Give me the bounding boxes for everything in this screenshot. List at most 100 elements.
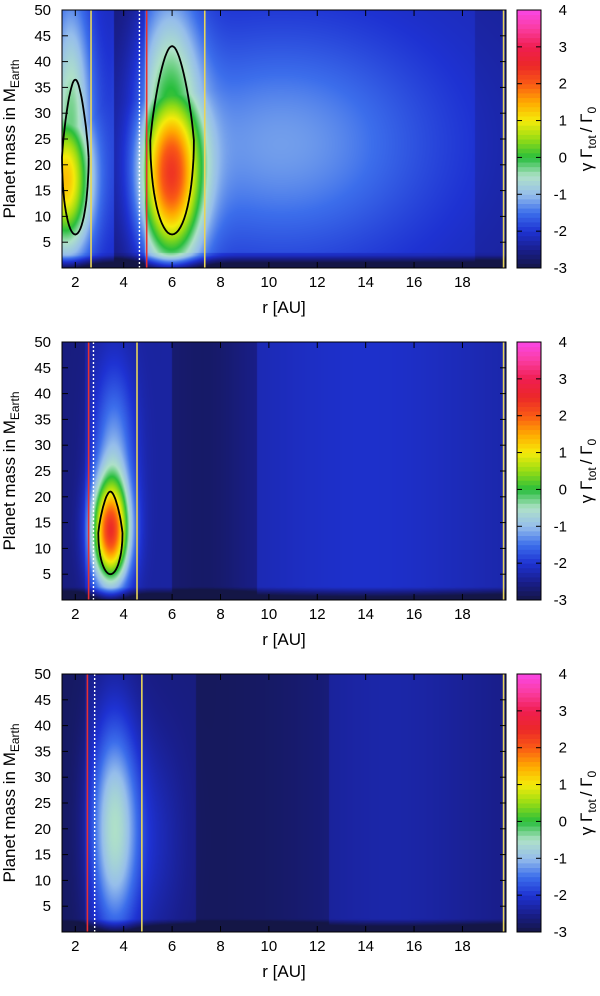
colorbar-band [517, 471, 541, 477]
colorbar-band [517, 198, 541, 204]
colorbar-label-sub2: 0 [585, 106, 599, 113]
x-tick-label: 6 [168, 938, 176, 955]
colorbar-band [517, 927, 541, 933]
colorbar-band [517, 74, 541, 80]
colorbar-band [517, 129, 541, 135]
colorbar-band [517, 466, 541, 472]
colorbar-band [517, 401, 541, 407]
colorbar-band [517, 69, 541, 75]
colorbar-band [517, 102, 541, 108]
colorbar-band [517, 162, 541, 168]
colorbar-band [517, 434, 541, 440]
colorbar-band [517, 918, 541, 924]
colorbar-band [517, 208, 541, 214]
y-tick-label: 35 [34, 79, 51, 96]
colorbar-band [517, 171, 541, 177]
colorbar-band [517, 872, 541, 878]
y-tick-label: 45 [34, 28, 51, 45]
colorbar-band [517, 756, 541, 763]
x-tick-label: 16 [406, 274, 423, 291]
colorbar-band [517, 581, 541, 587]
x-tick-label: 18 [454, 274, 471, 291]
colorbar-band [517, 406, 541, 412]
colorbar-band [517, 747, 541, 753]
colorbar-band [517, 899, 541, 905]
y-tick-label: 50 [34, 666, 51, 683]
colorbar-tick-label: 4 [559, 666, 567, 683]
zero-contour-1 [149, 45, 195, 236]
colorbar-band [517, 816, 541, 822]
colorbar-band [517, 411, 541, 417]
y-axis-label: Planet mass in MEarth [0, 59, 22, 218]
colorbar-band [517, 175, 541, 181]
y-tick-label: 20 [34, 821, 51, 838]
y-tick-label: 20 [34, 157, 51, 174]
colorbar-band [517, 908, 541, 915]
colorbar-band [517, 355, 541, 361]
x-tick-label: 2 [71, 938, 79, 955]
colorbar-band [517, 821, 541, 827]
y-tick-label: 45 [34, 692, 51, 709]
colorbar-band [517, 194, 541, 200]
x-axis-label: r [AU] [262, 298, 305, 317]
colorbar-tick-label: 3 [559, 703, 567, 720]
panel-3: 2 4 6 8 10 12 14 16 18 5 10 15 20 25 30 35 40 45 50 r [AU] P… [0, 664, 600, 996]
colorbar-band [517, 42, 541, 48]
colorbar-band [517, 420, 541, 426]
y-axis-label-sub: Earth [8, 59, 22, 88]
colorbar-label-sub: tot [585, 799, 599, 813]
colorbar-band [517, 240, 541, 246]
colorbar-band [517, 835, 541, 841]
x-tick-label: 14 [357, 274, 374, 291]
colorbar-band [517, 535, 541, 541]
colorbar-tick-label: 2 [559, 408, 567, 425]
x-tick-label: 14 [357, 606, 374, 623]
x-axis-label: r [AU] [262, 630, 305, 649]
x-tick-label: 12 [309, 606, 326, 623]
colorbar-band [517, 862, 541, 868]
y-tick-label: 40 [34, 386, 51, 403]
colorbar-band [517, 480, 541, 486]
y-axis-label-main: Planet mass in M [0, 752, 19, 882]
y-tick-label: 35 [34, 743, 51, 760]
colorbar-band [517, 738, 541, 744]
colorbar-band [517, 360, 541, 366]
colorbar-band [517, 369, 541, 375]
x-tick-label: 12 [309, 274, 326, 291]
y-tick-label: 15 [34, 847, 51, 864]
y-tick-label: 30 [34, 769, 51, 786]
colorbar-band [517, 457, 541, 463]
colorbar-band [517, 452, 541, 458]
colorbar-label-main: γ Γ [577, 813, 596, 836]
colorbar-band [517, 83, 541, 89]
colorbar-label-tail: / Γ [577, 113, 596, 132]
colorbar-band [517, 244, 541, 251]
colorbar-band [517, 424, 541, 431]
colorbar-label-tail: / Γ [577, 445, 596, 464]
x-axis-label: r [AU] [262, 962, 305, 981]
y-axis-label: Planet mass in MEarth [0, 723, 22, 882]
colorbar-band [517, 180, 541, 186]
x-tick-label: 4 [120, 274, 128, 291]
colorbar-band [517, 904, 541, 910]
colorbar-band [517, 807, 541, 813]
y-tick-label: 50 [34, 334, 51, 351]
colorbar-band [517, 572, 541, 578]
colorbar-tick-label: 0 [559, 813, 567, 830]
colorbar-band [517, 530, 541, 536]
x-tick-label: 4 [120, 938, 128, 955]
colorbar-tick-label: 0 [559, 149, 567, 166]
y-tick-label: 45 [34, 360, 51, 377]
colorbar-band [517, 221, 541, 228]
colorbar-band [517, 761, 541, 767]
colorbar-frame [516, 9, 542, 269]
colorbar-band [517, 697, 541, 703]
colorbar-band [517, 526, 541, 532]
colorbar-band [517, 849, 541, 855]
colorbar-band [517, 853, 541, 859]
colorbar-frame [516, 673, 542, 933]
colorbar-band [517, 148, 541, 154]
colorbar-tick-label: 1 [559, 777, 567, 794]
